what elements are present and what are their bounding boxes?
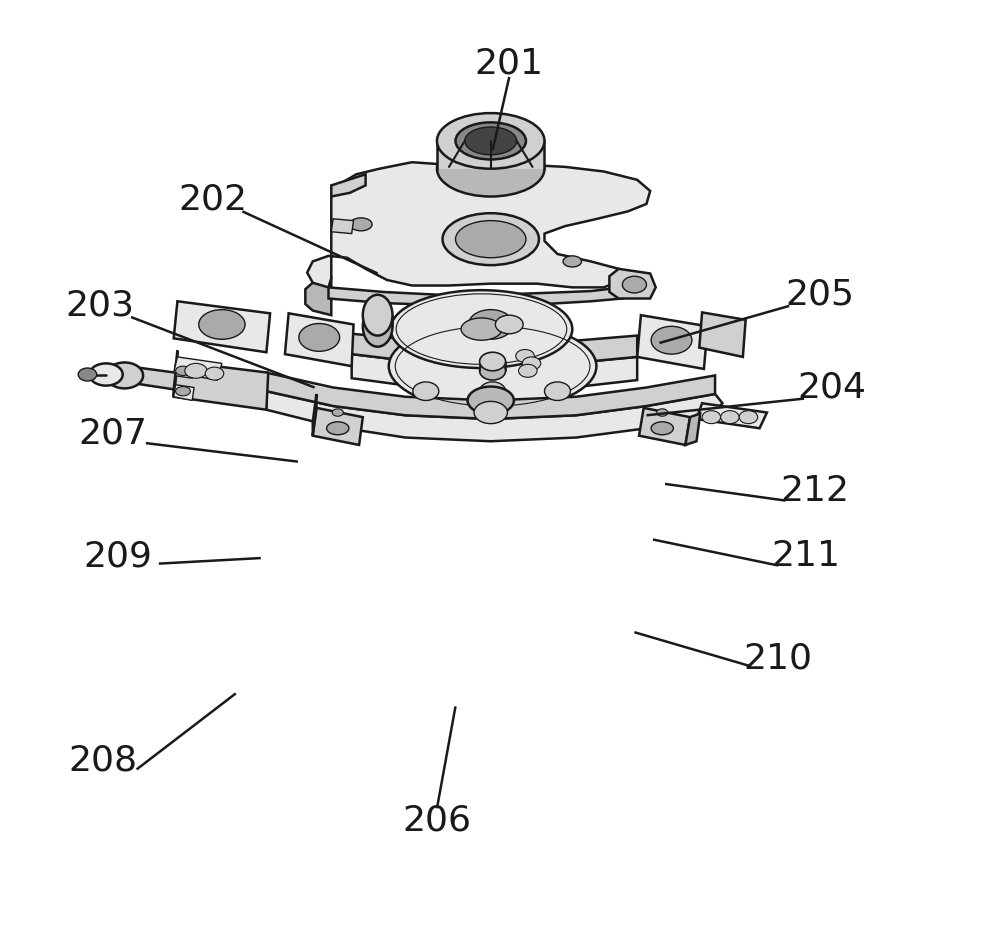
Polygon shape: [174, 362, 268, 410]
Text: 205: 205: [785, 278, 854, 311]
Ellipse shape: [363, 295, 392, 336]
Polygon shape: [313, 408, 363, 445]
Polygon shape: [266, 391, 722, 441]
Ellipse shape: [721, 411, 739, 424]
Polygon shape: [639, 408, 690, 445]
Text: 208: 208: [69, 743, 138, 777]
Ellipse shape: [474, 401, 507, 424]
Polygon shape: [697, 403, 767, 428]
Text: 202: 202: [178, 183, 247, 216]
Polygon shape: [352, 334, 637, 371]
Ellipse shape: [480, 362, 506, 380]
Polygon shape: [174, 357, 222, 380]
Polygon shape: [174, 301, 270, 352]
Ellipse shape: [651, 326, 692, 354]
Ellipse shape: [350, 218, 372, 231]
Ellipse shape: [456, 122, 526, 159]
Ellipse shape: [461, 318, 502, 340]
Ellipse shape: [522, 357, 541, 370]
Ellipse shape: [89, 363, 123, 386]
Ellipse shape: [176, 387, 190, 396]
Ellipse shape: [480, 382, 506, 400]
Ellipse shape: [480, 352, 506, 371]
Ellipse shape: [106, 362, 143, 388]
Ellipse shape: [389, 322, 596, 411]
Ellipse shape: [391, 290, 572, 368]
Polygon shape: [454, 298, 530, 354]
Text: 204: 204: [797, 371, 866, 404]
Ellipse shape: [563, 256, 582, 267]
Polygon shape: [699, 312, 746, 357]
Ellipse shape: [622, 276, 646, 293]
Ellipse shape: [468, 310, 513, 339]
Ellipse shape: [413, 382, 439, 400]
Polygon shape: [125, 366, 176, 389]
Polygon shape: [609, 269, 656, 298]
Polygon shape: [313, 394, 316, 436]
Ellipse shape: [456, 221, 526, 258]
Ellipse shape: [516, 349, 534, 362]
Ellipse shape: [544, 382, 570, 400]
Ellipse shape: [443, 213, 539, 265]
Text: 203: 203: [65, 289, 134, 323]
Ellipse shape: [332, 409, 343, 416]
Text: 207: 207: [78, 417, 147, 451]
Text: 206: 206: [402, 804, 471, 837]
Ellipse shape: [363, 306, 392, 347]
Text: 210: 210: [744, 641, 813, 675]
Polygon shape: [174, 385, 194, 400]
Text: 212: 212: [781, 475, 850, 508]
Ellipse shape: [468, 387, 514, 414]
Polygon shape: [637, 315, 708, 369]
Polygon shape: [266, 373, 715, 419]
Polygon shape: [331, 174, 366, 197]
Polygon shape: [352, 354, 637, 397]
Polygon shape: [437, 141, 544, 169]
Polygon shape: [285, 313, 354, 366]
Ellipse shape: [519, 364, 537, 377]
Text: 201: 201: [475, 46, 544, 80]
Ellipse shape: [185, 363, 207, 378]
Polygon shape: [174, 363, 194, 378]
Polygon shape: [329, 287, 622, 305]
Ellipse shape: [465, 127, 517, 155]
Ellipse shape: [739, 411, 758, 424]
Ellipse shape: [205, 367, 224, 380]
Text: 209: 209: [84, 540, 153, 573]
Ellipse shape: [651, 422, 673, 435]
Ellipse shape: [299, 324, 340, 351]
Ellipse shape: [78, 368, 97, 381]
Polygon shape: [331, 219, 354, 234]
Ellipse shape: [199, 310, 245, 339]
Ellipse shape: [702, 411, 721, 424]
Ellipse shape: [437, 141, 544, 197]
Ellipse shape: [657, 409, 668, 416]
Polygon shape: [685, 413, 700, 445]
Polygon shape: [307, 162, 650, 287]
Polygon shape: [174, 350, 177, 397]
Ellipse shape: [437, 113, 544, 169]
Ellipse shape: [176, 366, 190, 375]
Ellipse shape: [495, 315, 523, 334]
Ellipse shape: [327, 422, 349, 435]
Text: 211: 211: [771, 540, 840, 573]
Polygon shape: [305, 278, 331, 315]
